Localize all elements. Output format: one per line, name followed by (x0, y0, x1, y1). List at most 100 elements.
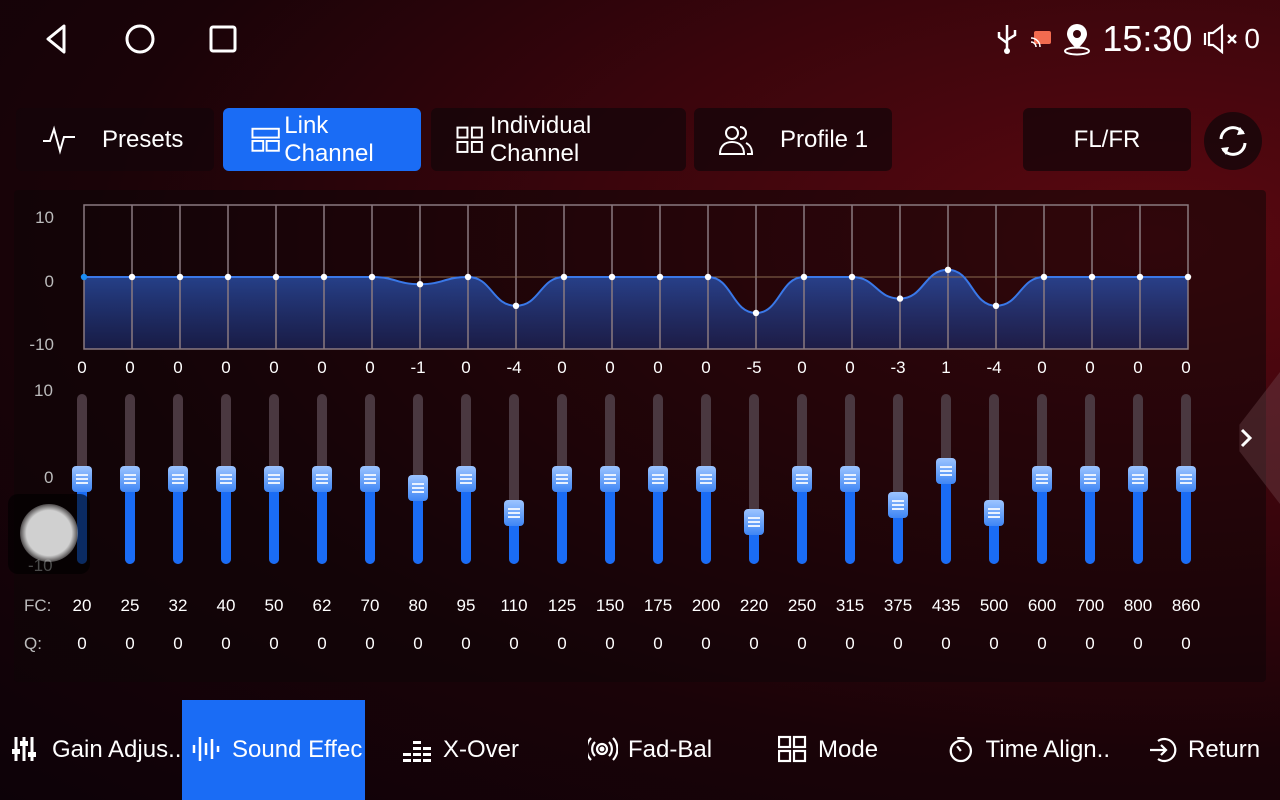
slider-handle[interactable] (600, 466, 620, 492)
band-frequency[interactable]: 375 (883, 596, 913, 615)
back-icon[interactable] (40, 22, 74, 56)
band-frequency[interactable]: 25 (120, 596, 140, 615)
slider-handle[interactable] (312, 466, 332, 492)
slider-handle[interactable] (360, 466, 380, 492)
recents-icon[interactable] (206, 22, 240, 56)
slider-handle[interactable] (840, 466, 860, 492)
band-frequency[interactable]: 860 (1171, 596, 1201, 615)
band-frequency[interactable]: 435 (931, 596, 961, 615)
band-q-value[interactable]: 0 (413, 634, 423, 653)
band-q-value[interactable]: 0 (317, 634, 327, 653)
nav-mode[interactable]: Mode (740, 700, 910, 800)
slider-handle[interactable] (696, 466, 716, 492)
assistive-touch-button[interactable] (8, 494, 90, 574)
volume-mute-icon[interactable] (1202, 23, 1242, 55)
band-q-value[interactable]: 0 (653, 634, 663, 653)
band-q-value[interactable]: 0 (893, 634, 903, 653)
band-q-value[interactable]: 0 (509, 634, 519, 653)
band-frequency[interactable]: 150 (595, 596, 625, 615)
nav-speaker-radiate[interactable]: Fad-Bal (550, 700, 740, 800)
slider-handle[interactable] (984, 500, 1004, 526)
band-frequency[interactable]: 110 (500, 596, 528, 615)
band-q-value[interactable]: 0 (941, 634, 951, 653)
band-gain-value: 0 (269, 358, 279, 377)
slider-handle[interactable] (120, 466, 140, 492)
band-q-value[interactable]: 0 (1085, 634, 1095, 653)
band-q-value[interactable]: 0 (221, 634, 231, 653)
slider-handle[interactable] (744, 508, 764, 535)
band-frequency[interactable]: 200 (691, 596, 721, 615)
band-q-value[interactable]: 0 (797, 634, 807, 653)
band-frequency[interactable]: 175 (643, 596, 673, 615)
band-q-value[interactable]: 0 (77, 634, 87, 653)
slider-handle[interactable] (888, 491, 908, 518)
band-frequency[interactable]: 220 (739, 596, 769, 615)
band-q-value[interactable]: 0 (461, 634, 471, 653)
slider-fill (365, 479, 375, 564)
slider-handle[interactable] (264, 466, 284, 492)
slider-handle[interactable] (1176, 466, 1196, 492)
band-frequency[interactable]: 250 (787, 596, 817, 615)
band-q-value[interactable]: 0 (1133, 634, 1143, 653)
slider-handle[interactable] (648, 466, 668, 492)
nav-return[interactable]: Return (1110, 700, 1280, 800)
slider-fill (605, 479, 615, 564)
slider-handle[interactable] (408, 474, 428, 501)
band-q-value[interactable]: 0 (365, 634, 375, 653)
slider-handle[interactable] (1128, 466, 1148, 492)
slider-handle[interactable] (936, 457, 956, 484)
band-frequency[interactable]: 50 (264, 596, 284, 615)
band-frequency[interactable]: 500 (979, 596, 1009, 615)
band-frequency[interactable]: 700 (1075, 596, 1105, 615)
band-q-value[interactable]: 0 (125, 634, 135, 653)
band-q-value[interactable]: 0 (173, 634, 183, 653)
tab-individual-channel[interactable]: Individual Channel (431, 108, 686, 171)
slider-handle[interactable] (792, 466, 812, 492)
slider-handle[interactable] (1080, 466, 1100, 492)
band-frequency[interactable]: 125 (547, 596, 577, 615)
reset-button[interactable] (1204, 112, 1262, 170)
band-frequency[interactable]: 40 (216, 596, 236, 615)
band-frequency[interactable]: 95 (456, 596, 476, 615)
band-frequency[interactable]: 20 (72, 596, 92, 615)
band-frequency[interactable]: 315 (835, 596, 865, 615)
band-q-value[interactable]: 0 (701, 634, 711, 653)
band-q-value[interactable]: 0 (269, 634, 279, 653)
band-frequency[interactable]: 62 (312, 596, 332, 615)
slider-handle[interactable] (168, 466, 188, 492)
eq-curve-fill (84, 269, 1188, 349)
slider-handle[interactable] (504, 500, 524, 526)
band-q-value[interactable]: 0 (989, 634, 999, 653)
band-gain-value: 0 (1181, 358, 1191, 377)
slider-handle[interactable] (1032, 466, 1052, 492)
band-frequency[interactable]: 70 (360, 596, 380, 615)
tab-label: Presets (102, 125, 184, 153)
slider-handle[interactable] (456, 466, 476, 492)
tab-link-channel[interactable]: Link Channel (223, 108, 421, 171)
band-frequency[interactable]: 600 (1027, 596, 1057, 615)
nav-sound-wave[interactable]: Sound Effec (182, 700, 365, 800)
chevron-right-icon[interactable] (1238, 426, 1254, 450)
band-frequency[interactable]: 32 (168, 596, 188, 615)
band-q-value[interactable]: 0 (749, 634, 759, 653)
tab-presets[interactable]: Presets (16, 108, 214, 171)
slider-handle[interactable] (216, 466, 236, 492)
slider-handle[interactable] (552, 466, 572, 492)
slider-handle[interactable] (72, 466, 92, 492)
band-q-value[interactable]: 0 (1181, 634, 1191, 653)
eq-point (224, 273, 232, 281)
band-q-value[interactable]: 0 (1037, 634, 1047, 653)
home-icon[interactable] (123, 22, 157, 56)
tab-profile[interactable]: Profile 1 (694, 108, 892, 171)
band-frequency[interactable]: 80 (408, 596, 428, 615)
nav-timer[interactable]: Time Align.. (910, 700, 1110, 800)
band-frequency[interactable]: 800 (1123, 596, 1153, 615)
nav-sliders[interactable]: Gain Adjus.. (0, 700, 182, 800)
band-gain-value: 0 (461, 358, 471, 377)
nav-equalizer-bars[interactable]: X-Over (365, 700, 550, 800)
band-q-value[interactable]: 0 (845, 634, 855, 653)
band-q-value[interactable]: 0 (557, 634, 567, 653)
band-q-value[interactable]: 0 (605, 634, 615, 653)
slider-track (893, 394, 903, 564)
channel-select-button[interactable]: FL/FR (1023, 108, 1191, 171)
